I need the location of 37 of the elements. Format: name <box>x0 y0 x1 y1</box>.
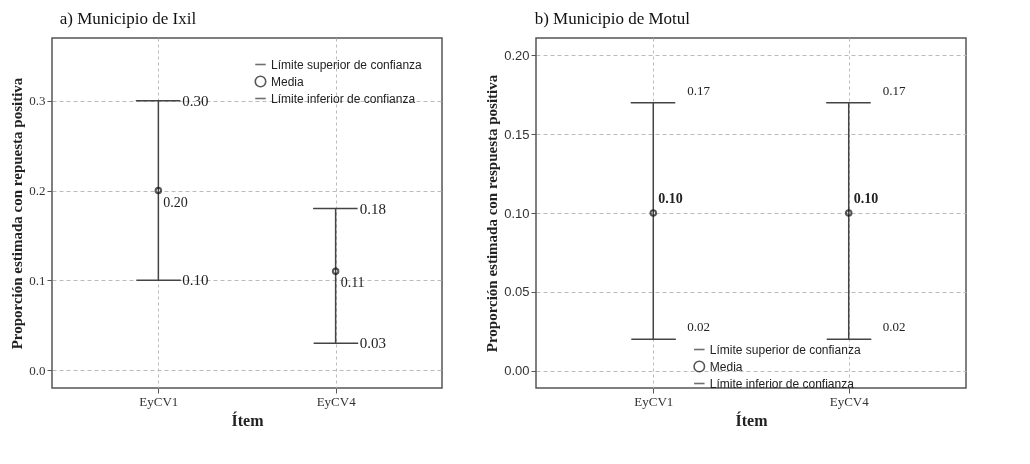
x-tick-label: EyCV4 <box>829 393 870 409</box>
annotation: 0.18 <box>359 200 386 217</box>
annotation: Límite inferior de confianza <box>709 376 855 391</box>
annotation: 0.17 <box>882 82 906 98</box>
legend-label: Media <box>709 359 743 374</box>
annotation: 0.17 <box>687 82 711 98</box>
annotation: Límite superior de confianza <box>709 342 861 357</box>
data-label: 0.11 <box>340 275 365 291</box>
y-tick-label: 0.0 <box>29 362 46 378</box>
y-tick-label: 0.00 <box>504 363 530 379</box>
y-tick-label: 0.15 <box>504 126 530 142</box>
x-tick-label: EyCV4 <box>316 393 357 409</box>
y-tick-label: 0.1 <box>29 272 46 288</box>
legend-label: Media <box>271 74 305 89</box>
x-axis-title: Ítem <box>735 410 769 429</box>
annotation: 0.30 <box>182 92 209 109</box>
y-tick-label: 0.20 <box>504 47 530 63</box>
data-label: 0.10 <box>658 191 683 206</box>
y-tick-label: 0.3 <box>29 93 46 109</box>
annotation: 0.10 <box>182 272 209 289</box>
x-tick-label: EyCV1 <box>139 393 179 409</box>
annotation: Límite inferior de confianza <box>271 91 416 106</box>
data-label: 0.10 <box>853 191 879 206</box>
y-tick-label: 0.2 <box>29 183 46 199</box>
chart-title: a) Municipio de Ixil <box>59 9 197 28</box>
y-axis-title: Proporción estimada con respuesta positiva <box>484 74 501 353</box>
chart-title: b) Municipio de Motul <box>534 9 691 28</box>
data-label: 0.20 <box>163 194 188 210</box>
x-axis-title: Ítem <box>231 410 265 429</box>
annotation: 0.02 <box>882 319 906 335</box>
annotation: Límite superior de confianza <box>271 57 423 72</box>
y-tick-label: 0.10 <box>504 205 530 221</box>
x-tick-label: EyCV1 <box>634 393 674 409</box>
y-axis-title: Proporción estimada con repuesta positiva <box>9 77 26 350</box>
annotation: 0.03 <box>359 335 386 352</box>
annotation: 0.02 <box>687 319 711 335</box>
y-tick-label: 0.05 <box>504 284 530 300</box>
